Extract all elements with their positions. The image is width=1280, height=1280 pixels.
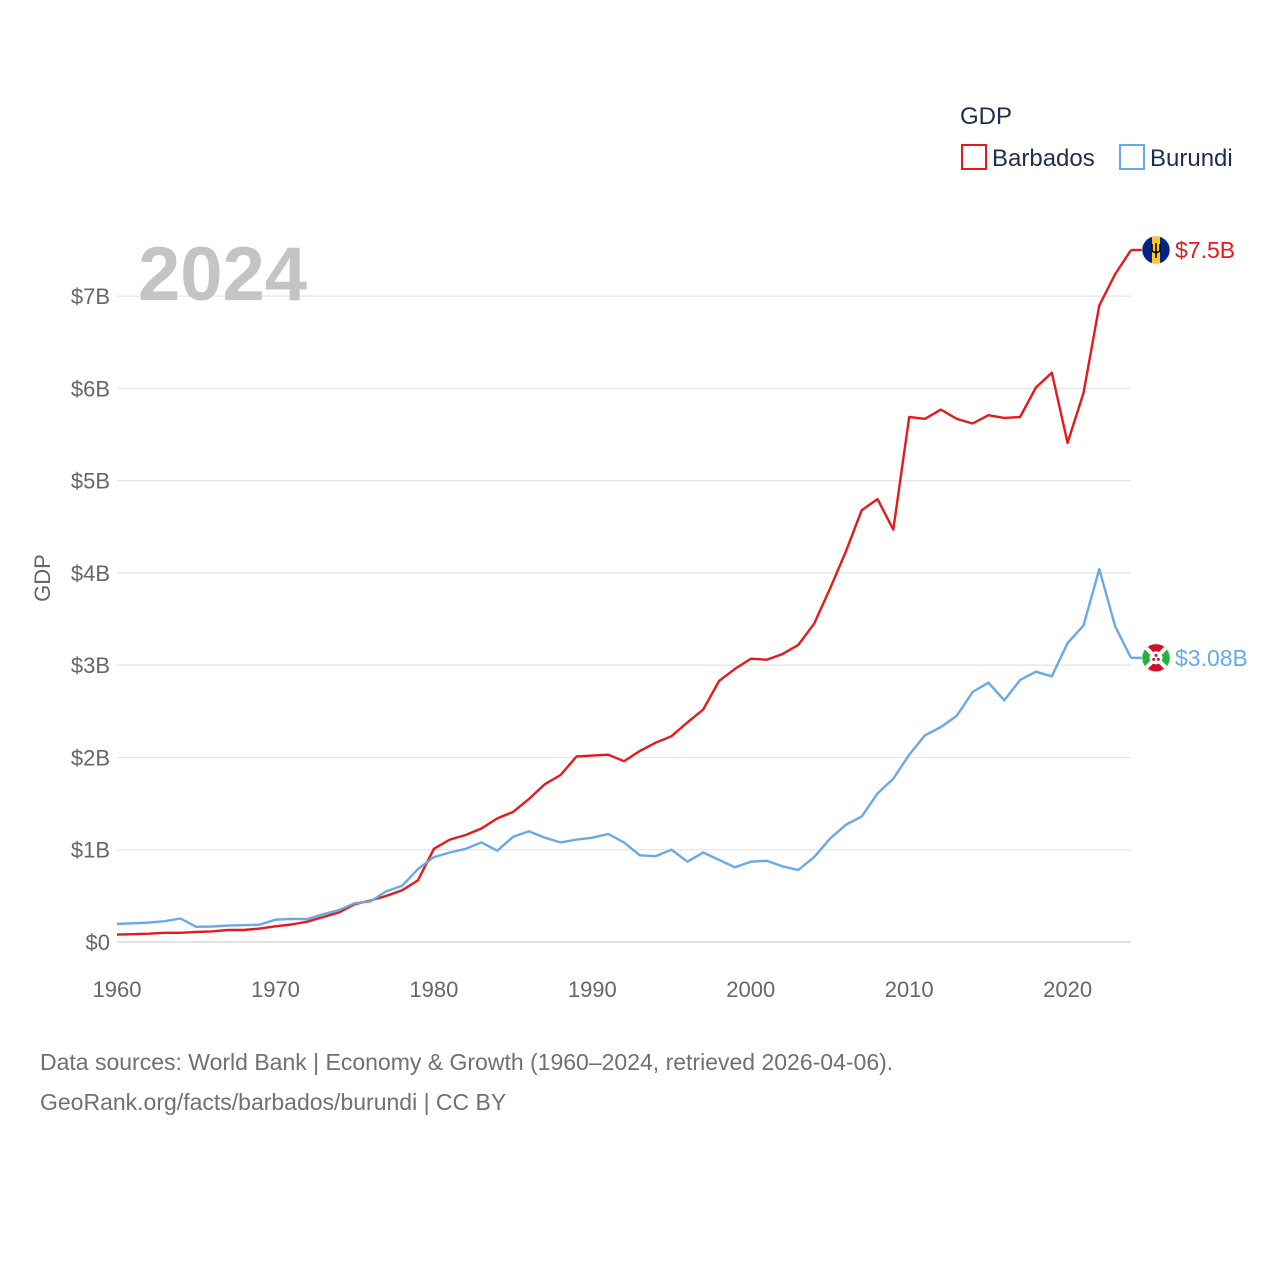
x-tick-label: 2000 [726, 977, 775, 1002]
legend-item-burundi[interactable]: Burundi [1119, 144, 1233, 172]
gridlines [117, 295, 1131, 943]
y-axis-ticks: $0 $1B $2B $3B $4B $5B $6B $7B [71, 284, 110, 955]
y-tick-label: $0 [86, 930, 110, 955]
y-tick-label: $1B [71, 838, 110, 863]
y-tick-label: $5B [71, 469, 110, 494]
end-labels: $7.5B $3.08B [1131, 235, 1248, 673]
x-tick-label: 1960 [93, 977, 142, 1002]
y-tick-label: $3B [71, 653, 110, 678]
gdp-line-chart: $0 $1B $2B $3B $4B $5B $6B $7B 1960 1970 1980 1990… [30, 103, 1248, 1002]
x-axis-ticks: 1960 1970 1980 1990 2000 2010 2020 [93, 977, 1093, 1002]
legend-swatch-barbados [961, 144, 987, 170]
legend-label-barbados: Barbados [992, 145, 1095, 172]
series-lines [116, 249, 1133, 936]
legend: GDP Barbados Burundi [960, 103, 1233, 172]
x-tick-label: 1990 [568, 977, 617, 1002]
y-tick-label: $7B [71, 284, 110, 309]
y-axis-title: GDP [30, 554, 55, 602]
source-line-2: GeoRank.org/facts/barbados/burundi | CC … [40, 1089, 507, 1115]
y-tick-label: $4B [71, 561, 110, 586]
legend-item-barbados[interactable]: Barbados [961, 144, 1095, 172]
end-value-label-burundi: $3.08B [1175, 645, 1248, 671]
burundi-flag-icon [1141, 643, 1171, 673]
barbados-flag-icon [1141, 235, 1171, 265]
legend-title: GDP [960, 103, 1012, 130]
x-tick-label: 2020 [1043, 977, 1092, 1002]
x-tick-label: 1970 [251, 977, 300, 1002]
series-line-burundi[interactable] [116, 568, 1133, 928]
source-line-1: Data sources: World Bank | Economy & Gro… [40, 1049, 894, 1075]
legend-label-burundi: Burundi [1150, 145, 1233, 172]
series-line-barbados[interactable] [116, 249, 1133, 936]
year-label: 2024 [138, 232, 307, 317]
x-tick-label: 2010 [885, 977, 934, 1002]
legend-swatch-burundi [1119, 144, 1145, 170]
y-tick-label: $6B [71, 376, 110, 401]
end-value-label-barbados: $7.5B [1175, 237, 1235, 263]
x-tick-label: 1980 [409, 977, 458, 1002]
source-note: Data sources: World Bank | Economy & Gro… [40, 1042, 893, 1122]
y-tick-label: $2B [71, 745, 110, 770]
